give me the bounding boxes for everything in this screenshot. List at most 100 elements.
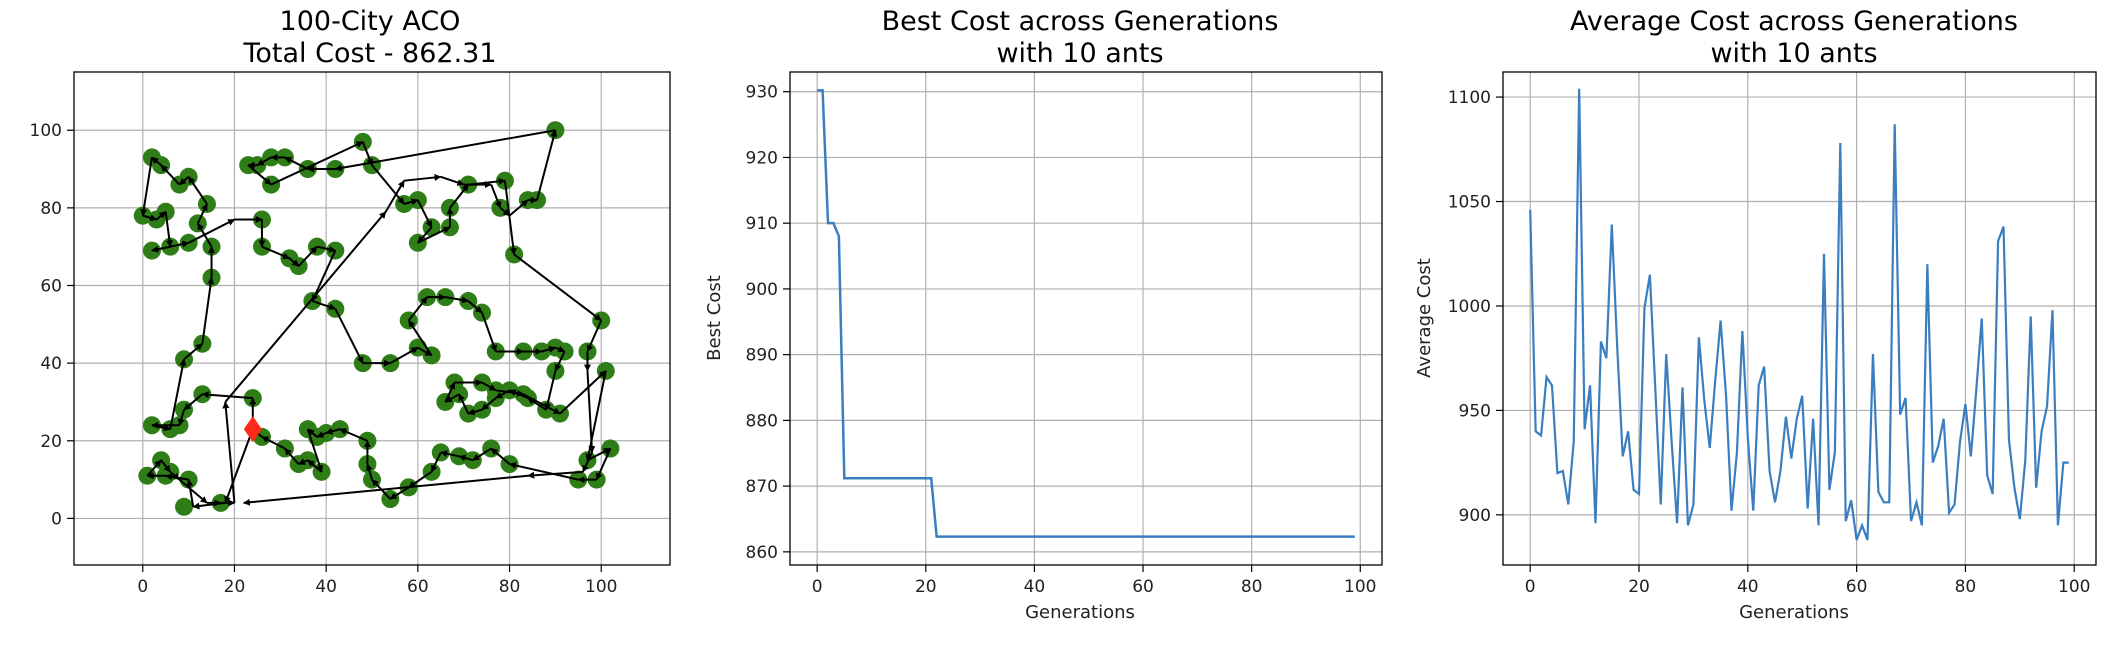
best-cost-y-tick-label: 880 — [746, 411, 778, 431]
tour-edge — [513, 253, 602, 322]
best-cost-x-tick-label: 0 — [812, 577, 823, 597]
tour-edge — [559, 370, 607, 415]
tour-edge — [140, 157, 153, 217]
tour-edge — [444, 381, 456, 403]
best-cost-y-tick-label: 860 — [746, 543, 778, 563]
tour-edge — [585, 370, 607, 461]
tour-edge — [307, 428, 318, 438]
tour-edge — [160, 164, 181, 186]
tour-x-tick-label: 40 — [315, 577, 337, 597]
tour-edge — [316, 245, 337, 253]
tour-edge — [334, 308, 364, 364]
city-point — [175, 497, 194, 516]
tour-edge — [155, 210, 167, 221]
tour-edge — [169, 471, 181, 481]
tour-chart-subtitle: Total Cost - 862.31 — [242, 38, 496, 69]
tour-edge — [371, 164, 405, 205]
tour-edge — [187, 176, 208, 205]
best-cost-x-tick-label: 20 — [915, 577, 937, 597]
tour-edge — [586, 320, 603, 353]
tour-edge — [467, 408, 483, 416]
tour-edge — [416, 199, 433, 228]
best-cost-x-tick-label: 40 — [1024, 577, 1046, 597]
tour-x-tick-label: 80 — [499, 577, 521, 597]
tour-axes: 0 20 40 60 80 100 0 20 40 60 80 100 — [30, 71, 671, 597]
tour-x-tick-label: 20 — [224, 577, 246, 597]
tour-edge — [481, 397, 497, 411]
best-cost-y-tick-label: 930 — [746, 83, 778, 103]
tour-edge — [527, 397, 547, 411]
tour-edge — [587, 447, 612, 462]
avg-cost-x-tick-label: 0 — [1525, 577, 1536, 597]
tour-edge — [407, 319, 433, 356]
tour-edge — [316, 431, 327, 438]
tour-edge — [444, 393, 460, 403]
best-cost-y-tick-label: 890 — [746, 346, 778, 366]
tour-edge — [146, 459, 162, 477]
tour-y-tick-label: 20 — [40, 432, 62, 452]
tour-edge — [440, 175, 465, 186]
tour-edge — [522, 393, 561, 415]
tour-edge — [417, 346, 433, 357]
avg-cost-y-tick-label: 1050 — [1448, 193, 1491, 213]
tour-edge — [339, 428, 368, 442]
tour-edge — [467, 300, 483, 314]
tour-y-tick-label: 100 — [30, 121, 62, 141]
tour-edge — [307, 459, 323, 473]
tour-edge — [407, 296, 428, 322]
avg-cost-xlabel: Generations — [1739, 602, 1849, 623]
tour-edge — [288, 257, 300, 267]
tour-edge — [458, 454, 474, 462]
tour-frame — [73, 71, 671, 566]
avg-cost-frame — [1502, 71, 2097, 566]
tour-edge — [298, 458, 309, 465]
tour-edge — [325, 427, 341, 435]
avg-cost-x-tick-label: 20 — [1628, 577, 1650, 597]
tour-edge — [389, 486, 410, 500]
tour-edge — [417, 226, 451, 244]
best-cost-x-tick-label: 100 — [1344, 577, 1376, 597]
avg-cost-series-line — [1529, 88, 2069, 541]
tour-edge — [261, 245, 291, 260]
tour-edge — [224, 211, 387, 403]
tour-edge — [222, 401, 236, 503]
tour-edge — [297, 245, 318, 267]
tour-edge — [554, 351, 566, 372]
avg-cost-x-tick-label: 80 — [1955, 577, 1977, 597]
tour-edge — [256, 156, 272, 167]
best-cost-x-tick-label: 80 — [1241, 577, 1263, 597]
tour-edge — [284, 156, 309, 170]
tour-edge — [472, 447, 492, 462]
best-cost-y-tick-label: 920 — [746, 148, 778, 168]
tour-edge — [417, 226, 433, 244]
best-cost-ylabel: Best Cost — [704, 275, 725, 361]
tour-edge — [151, 424, 171, 432]
tour-edge — [164, 211, 173, 248]
best-cost-chart-subtitle: with 10 ants — [996, 38, 1163, 69]
tour-edge — [468, 177, 506, 186]
best-cost-series-line — [817, 89, 1355, 538]
tour-y-tick-label: 80 — [40, 199, 62, 219]
tour-edge — [284, 447, 300, 465]
tour-edge — [311, 250, 337, 302]
tour-edge — [188, 218, 236, 244]
tour-edge — [581, 451, 593, 473]
tour-edge — [544, 370, 557, 411]
avg-cost-y-tick-label: 1000 — [1448, 297, 1491, 317]
tour-edge — [365, 463, 373, 480]
tour-edge — [196, 203, 208, 224]
tour-edge — [242, 474, 528, 506]
tour-edge — [178, 176, 190, 186]
tour-edge — [499, 207, 511, 217]
best-cost-y-tick-label: 910 — [746, 214, 778, 234]
tour-edge — [403, 173, 442, 182]
tour-edge — [389, 346, 419, 365]
tour-edge — [490, 447, 511, 465]
best-cost-x-tick-label: 60 — [1132, 577, 1154, 597]
tour-edge — [160, 459, 172, 473]
tour-edge — [361, 141, 373, 166]
tour-edge — [169, 358, 187, 430]
tour-y-tick-label: 40 — [40, 354, 62, 374]
tour-edge — [183, 393, 204, 411]
